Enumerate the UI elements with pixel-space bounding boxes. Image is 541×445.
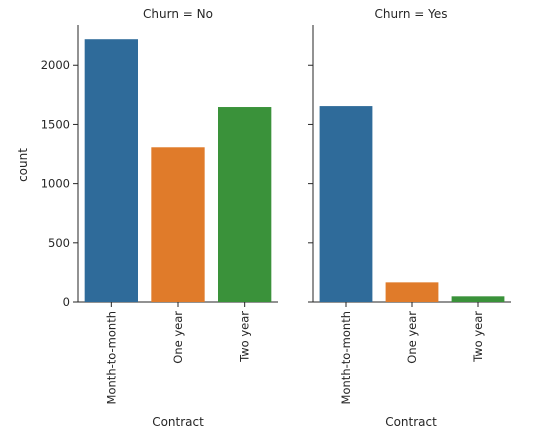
- x-tick-label-one-year: One year: [405, 311, 419, 364]
- y-tick-label: 1500: [41, 117, 70, 131]
- y-tick-label: 500: [48, 236, 70, 250]
- x-axis-label-churn-yes: Contract: [385, 415, 437, 429]
- x-tick-label-month-to-month: Month-to-month: [104, 311, 118, 404]
- y-ticks-churn-no: 0 500 1000 1500 2000: [41, 58, 78, 309]
- bar-one-year: [151, 147, 204, 302]
- bar-month-to-month: [320, 106, 373, 302]
- y-axis-label: count: [16, 148, 30, 182]
- x-tick-label-two-year: Two year: [238, 311, 252, 363]
- bar-month-to-month: [85, 39, 138, 302]
- facet-churn-no: Churn = No 0 500 1000 1500 2000 Month-to-mon…: [16, 7, 278, 429]
- y-tick-label: 2000: [41, 58, 70, 72]
- y-ticks-churn-yes: [308, 65, 313, 302]
- x-ticks-churn-no: Month-to-month One year Two year: [104, 302, 251, 404]
- x-tick-label-one-year: One year: [171, 311, 185, 364]
- bar-one-year: [386, 282, 439, 302]
- y-tick-label: 1000: [41, 177, 70, 191]
- bars-churn-no: [85, 39, 272, 302]
- x-axis-label-churn-no: Contract: [152, 415, 204, 429]
- facet-title-churn-yes: Churn = Yes: [375, 7, 448, 21]
- x-tick-label-two-year: Two year: [471, 311, 485, 363]
- bar-two-year: [452, 296, 505, 302]
- facet-title-churn-no: Churn = No: [143, 7, 213, 21]
- y-tick-label: 0: [63, 295, 70, 309]
- bar-two-year: [218, 107, 271, 302]
- facet-churn-yes: Churn = Yes Month-to-month One year Two ye…: [308, 7, 511, 429]
- x-ticks-churn-yes: Month-to-month One year Two year: [339, 302, 485, 404]
- x-tick-label-month-to-month: Month-to-month: [339, 311, 353, 404]
- bars-churn-yes: [320, 106, 505, 302]
